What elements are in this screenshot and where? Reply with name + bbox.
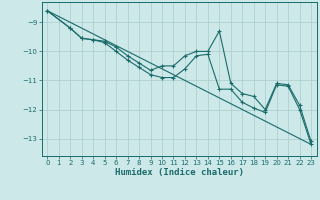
X-axis label: Humidex (Indice chaleur): Humidex (Indice chaleur): [115, 168, 244, 177]
